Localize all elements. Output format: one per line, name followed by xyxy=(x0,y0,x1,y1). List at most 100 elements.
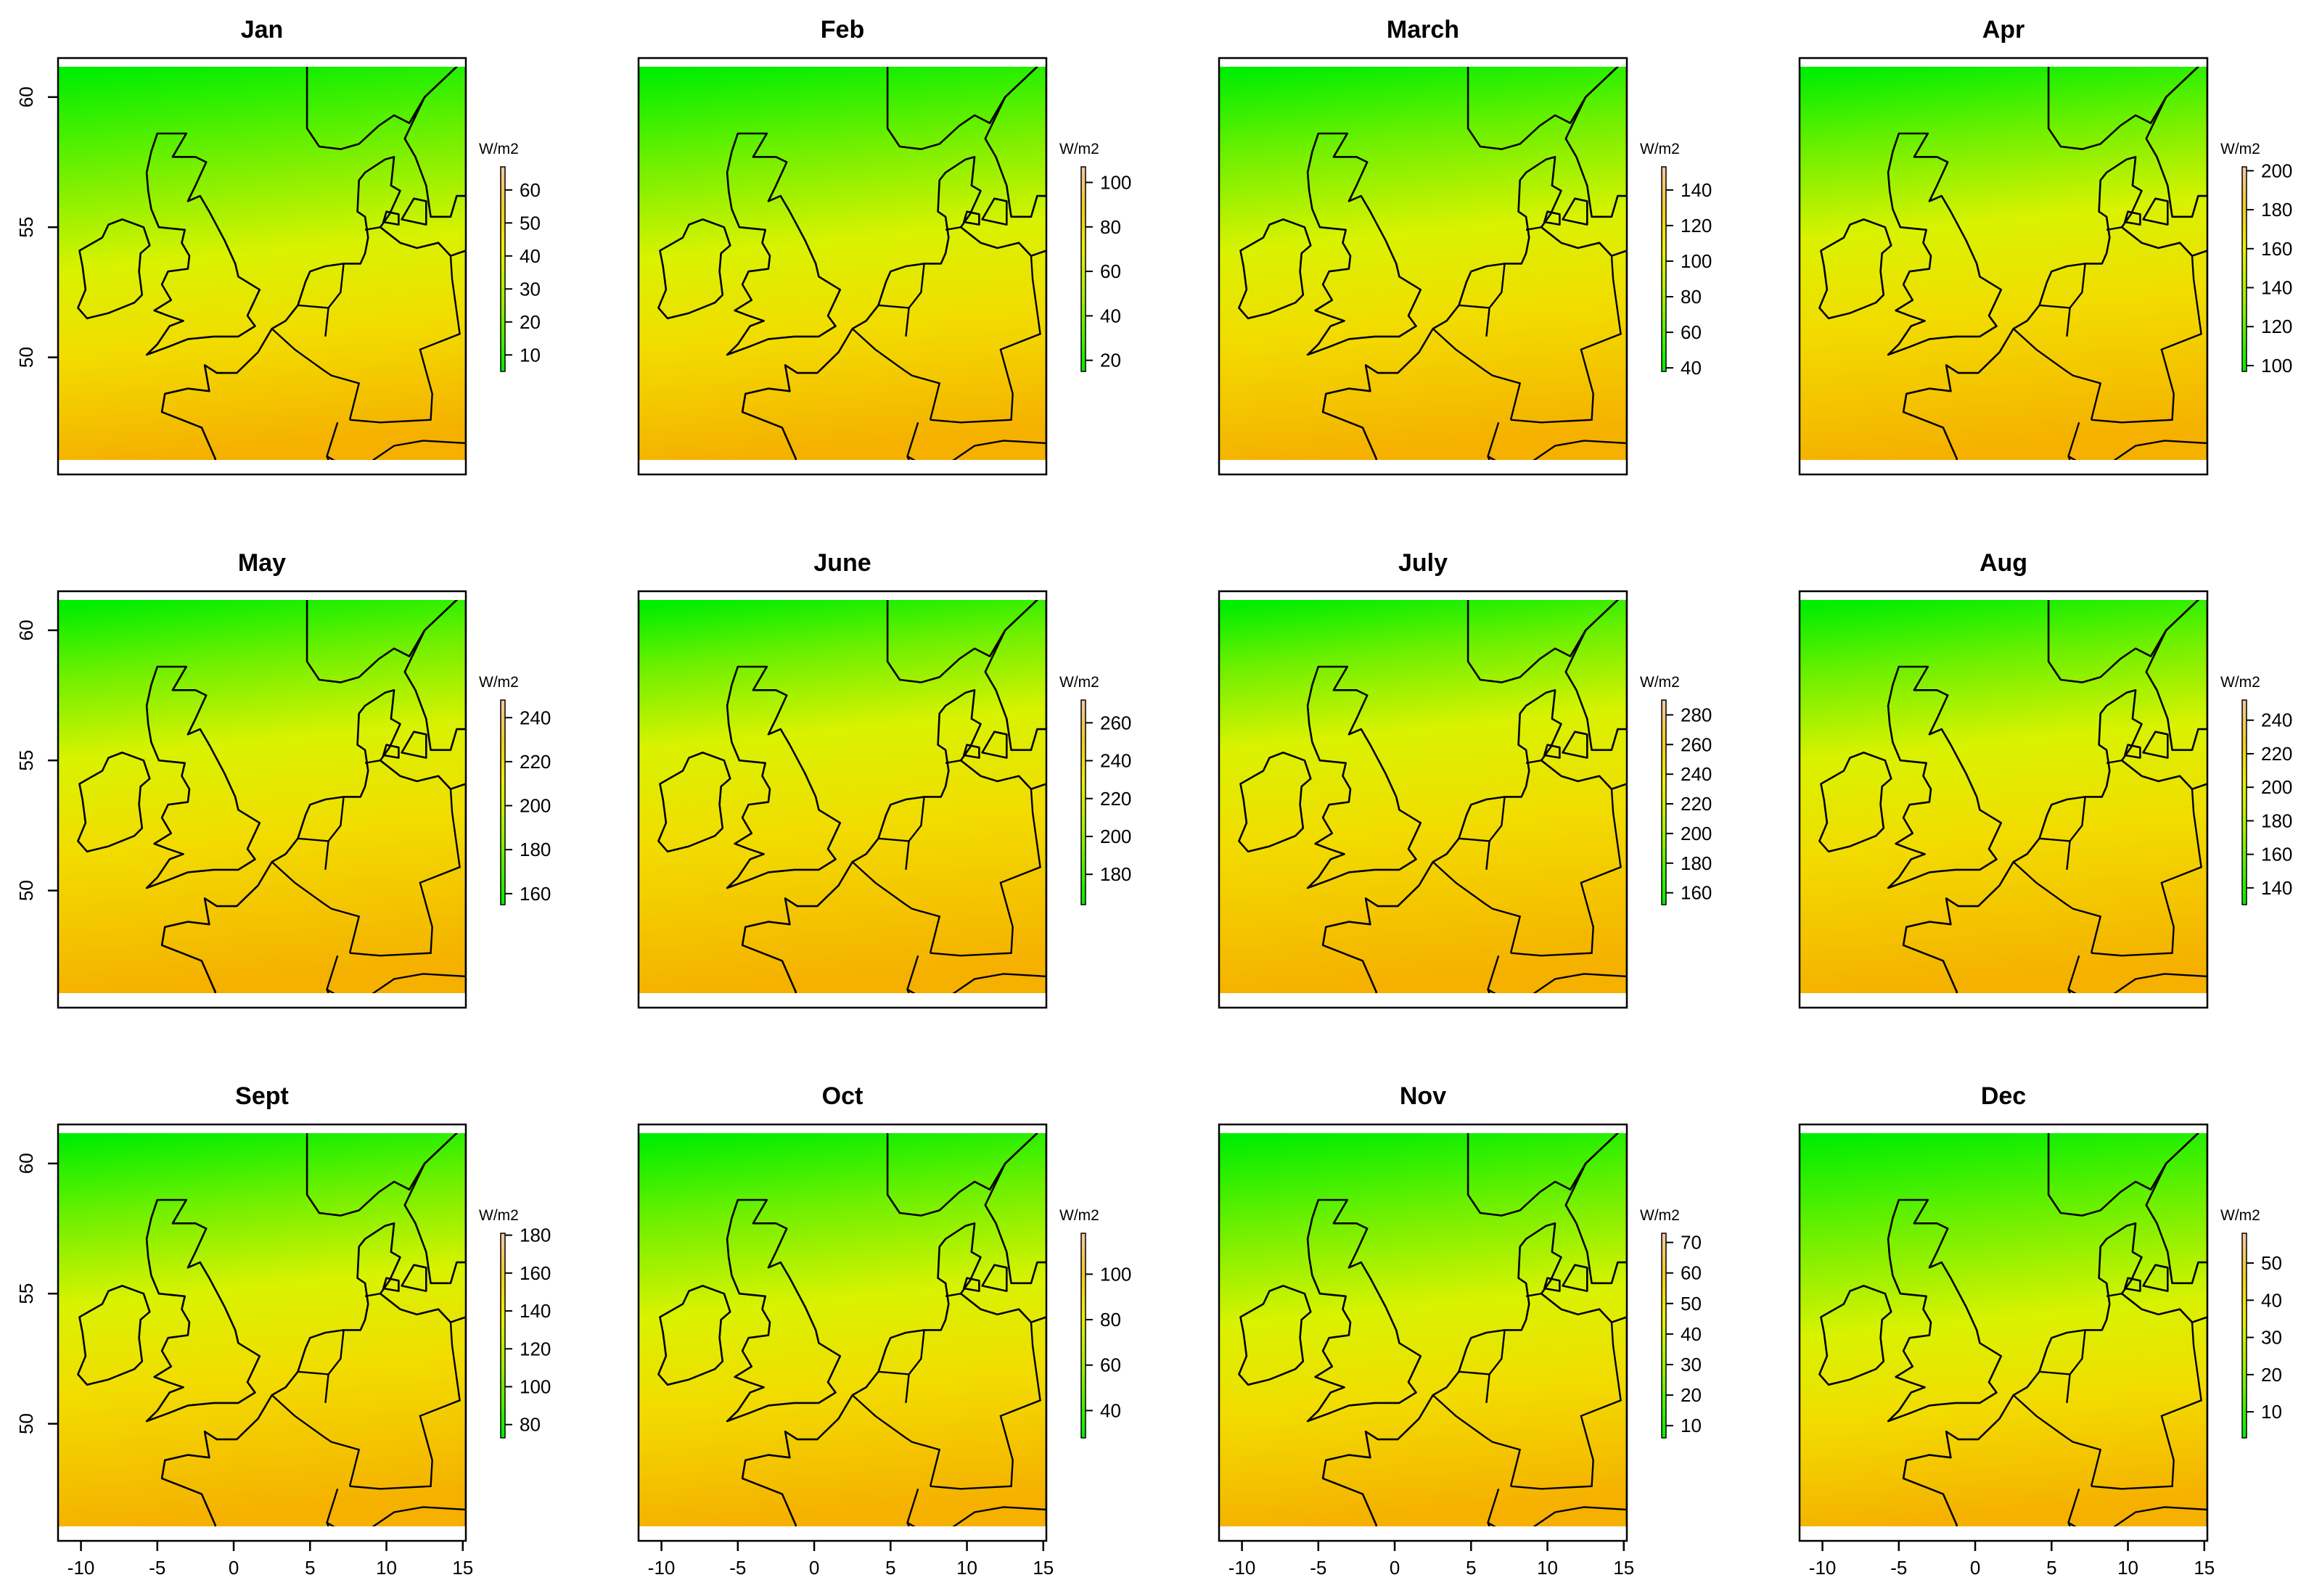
coastline-ie xyxy=(1238,752,1312,853)
panel-oct: Oct -10 -5 0 5 10 15 W/m2 40 60 80 100 xyxy=(637,1082,1131,1579)
coastline-ie xyxy=(77,1285,151,1386)
colorbar-tick-label: 40 xyxy=(1100,305,1121,326)
x-tick-label: 0 xyxy=(229,1557,239,1579)
border-line xyxy=(945,1293,961,1297)
x-tick-label: -5 xyxy=(1310,1557,1326,1579)
border-line xyxy=(349,1322,461,1490)
border-line xyxy=(1432,861,1522,953)
border-line xyxy=(326,440,466,460)
colorbar-tick-label: 180 xyxy=(520,1225,551,1246)
colorbar-tick-label: 40 xyxy=(520,245,541,267)
border-line xyxy=(905,841,910,871)
colorbar-ramp xyxy=(1080,1233,1086,1439)
colorbar-ramp xyxy=(1661,1233,1667,1439)
coastline-layer xyxy=(1238,1133,1627,1526)
plot-frame xyxy=(637,57,1048,476)
border-line xyxy=(2067,1488,2080,1526)
border-line xyxy=(906,1488,919,1526)
plot-frame xyxy=(637,590,1048,1009)
y-tick-label: 60 xyxy=(15,1153,37,1174)
coastline-norway xyxy=(1466,1133,1620,1217)
border-line xyxy=(326,1488,339,1526)
border-line xyxy=(2012,1394,2102,1486)
y-tick-label: 60 xyxy=(15,86,37,107)
panel-title: Aug xyxy=(1980,549,2027,577)
plot-frame xyxy=(57,590,467,1009)
panel-june: June W/m2 180 200 220 240 260 xyxy=(637,549,1131,1009)
plot-frame xyxy=(1798,1123,2209,1542)
panel-may: May 50 55 60 W/m2 160 180 200 220 240 xyxy=(15,549,551,1009)
border-line xyxy=(930,1322,1041,1490)
border-line xyxy=(2067,421,2080,460)
panel-title: Nov xyxy=(1400,1082,1446,1110)
coastline-sweden xyxy=(2145,67,2207,218)
border-line xyxy=(1485,841,1490,871)
coastline-zealand xyxy=(2142,197,2169,226)
coastline-zealand xyxy=(1562,731,1588,759)
coastline-zealand xyxy=(981,1264,1008,1292)
x-tick-label: 5 xyxy=(2046,1557,2056,1579)
colorbar-ramp xyxy=(2241,1233,2247,1439)
coastline-zealand xyxy=(981,197,1008,226)
border-line xyxy=(1432,1394,1522,1486)
colorbar-tick-label: 40 xyxy=(1681,1323,1702,1345)
coastline-cont xyxy=(1321,156,1627,460)
colorbar-tick-label: 80 xyxy=(520,1414,541,1436)
x-tick-label: 0 xyxy=(1970,1557,1980,1579)
colorbar-tick-label: 60 xyxy=(1681,1262,1702,1284)
colorbar-tick-label: 220 xyxy=(520,751,551,773)
border-line xyxy=(2091,789,2202,957)
colorbar-tick-label: 120 xyxy=(1681,215,1712,236)
colorbar-tick-label: 100 xyxy=(1681,250,1712,272)
coastline-sweden xyxy=(984,67,1046,218)
colorbar-tick-label: 60 xyxy=(1681,321,1702,343)
border-line xyxy=(2066,308,2071,337)
border-line xyxy=(364,226,381,231)
coastline-norway xyxy=(1466,67,1620,150)
border-line xyxy=(2106,1293,2122,1297)
x-tick-label: 15 xyxy=(452,1557,473,1579)
colorbar-tick-label: 260 xyxy=(1100,712,1131,733)
border-line xyxy=(2066,841,2071,871)
panel-title: June xyxy=(813,549,871,577)
border-line xyxy=(2106,760,2122,764)
colorbar-tick-label: 70 xyxy=(1681,1232,1702,1254)
border-line xyxy=(298,797,345,842)
colorbar-ramp xyxy=(1661,699,1667,905)
border-line xyxy=(1487,973,1627,993)
colorbar-tick-label: 60 xyxy=(1100,1354,1121,1376)
colorbar-tick-label: 20 xyxy=(520,311,541,333)
colorbar-tick-label: 100 xyxy=(1100,1263,1131,1285)
coastline-layer xyxy=(657,1133,1046,1526)
panel-apr: Apr W/m2 100 120 140 160 180 200 xyxy=(1798,16,2292,476)
colorbar-tick-label: 180 xyxy=(1681,852,1712,874)
colorbar-tick-label: 200 xyxy=(2261,160,2292,181)
colorbar-tick-label: 140 xyxy=(2261,877,2292,899)
coastline-gb xyxy=(145,132,261,356)
border-line xyxy=(1487,1488,1500,1526)
coastline-fyn xyxy=(962,1277,980,1292)
border-line xyxy=(298,263,345,309)
border-line xyxy=(1459,263,1506,309)
border-line xyxy=(1487,955,1500,993)
colorbar-unit-label: W/m2 xyxy=(479,141,519,157)
irradiance-field xyxy=(1800,67,2207,460)
coastline-sweden xyxy=(403,600,466,752)
coastline-layer xyxy=(1818,67,2207,460)
irradiance-field xyxy=(639,600,1046,993)
colorbar: W/m2 80 100 120 140 160 180 xyxy=(479,1207,551,1439)
irradiance-field xyxy=(1219,67,1627,460)
colorbar-ramp xyxy=(1661,166,1667,372)
colorbar-tick-label: 200 xyxy=(1100,826,1131,847)
coastline-gb xyxy=(1887,1198,2003,1423)
colorbar-tick-label: 50 xyxy=(520,212,541,234)
border-line xyxy=(1487,421,1500,460)
border-line xyxy=(930,789,1041,957)
coastline-layer xyxy=(77,67,466,460)
border-line xyxy=(851,328,941,420)
border-line xyxy=(298,1330,345,1375)
coastline-sweden xyxy=(1564,67,1627,218)
coastline-fyn xyxy=(962,210,980,226)
x-tick-label: -10 xyxy=(67,1557,95,1579)
border-line xyxy=(326,955,339,993)
